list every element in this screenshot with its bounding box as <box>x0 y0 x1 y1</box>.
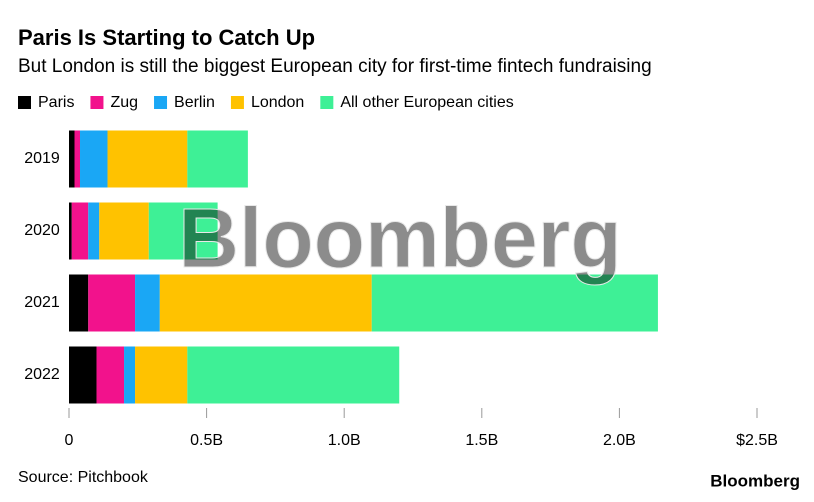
bar-segment <box>71 202 89 260</box>
chart-title: Paris Is Starting to Catch Up <box>18 25 315 50</box>
chart-subtitle: But London is still the biggest European… <box>18 56 652 77</box>
y-tick-label: 2022 <box>24 366 60 383</box>
bar-segment <box>107 130 188 188</box>
bar-segment <box>69 346 97 404</box>
legend-swatch <box>18 96 31 109</box>
bar-segment <box>88 202 100 260</box>
bar-segment <box>99 202 149 260</box>
y-tick-label: 2021 <box>24 294 60 311</box>
legend-swatch <box>320 96 334 109</box>
bar-segment <box>187 130 248 188</box>
legend-swatch <box>230 96 244 109</box>
bar-segment <box>69 274 89 332</box>
bar-segment <box>88 274 136 332</box>
bar-segment <box>96 346 125 404</box>
bar-segment <box>135 346 188 404</box>
x-tick-label: 0 <box>65 432 74 449</box>
bar-segment <box>124 346 136 404</box>
bar-segment <box>187 346 400 404</box>
legend-label: All other European cities <box>340 94 513 111</box>
y-tick-label: 2019 <box>24 150 60 167</box>
brand: Bloomberg <box>710 471 800 490</box>
bar-segment <box>69 202 72 260</box>
y-tick-label: 2020 <box>24 222 60 239</box>
legend-label: London <box>251 94 304 111</box>
plot: 0 0.5B 1.0B 1.5B 2.0B $2.5B 2019 2020 2021 2022 <box>24 130 778 449</box>
x-tick-label: 2.0B <box>603 432 636 449</box>
legend: Paris Zug Berlin London All other European c… <box>18 94 514 111</box>
x-tick-label: 1.5B <box>465 432 498 449</box>
x-tick-label: 0.5B <box>190 432 223 449</box>
legend-label: Paris <box>38 94 74 111</box>
bar-segment <box>80 130 108 188</box>
watermark: Bloomberg <box>178 191 621 285</box>
x-tick-label: $2.5B <box>736 432 778 449</box>
legend-label: Berlin <box>174 94 215 111</box>
bar-segment <box>148 202 218 260</box>
legend-swatch <box>154 96 168 109</box>
x-tick-label: 1.0B <box>328 432 361 449</box>
bar-segment <box>159 274 372 332</box>
source: Source: Pitchbook <box>18 469 149 486</box>
bar-segment <box>69 130 75 188</box>
legend-swatch <box>90 96 104 109</box>
bar-segment <box>135 274 160 332</box>
bar-segment <box>371 274 658 332</box>
legend-label: Zug <box>110 94 138 111</box>
bar-segment <box>74 130 81 188</box>
